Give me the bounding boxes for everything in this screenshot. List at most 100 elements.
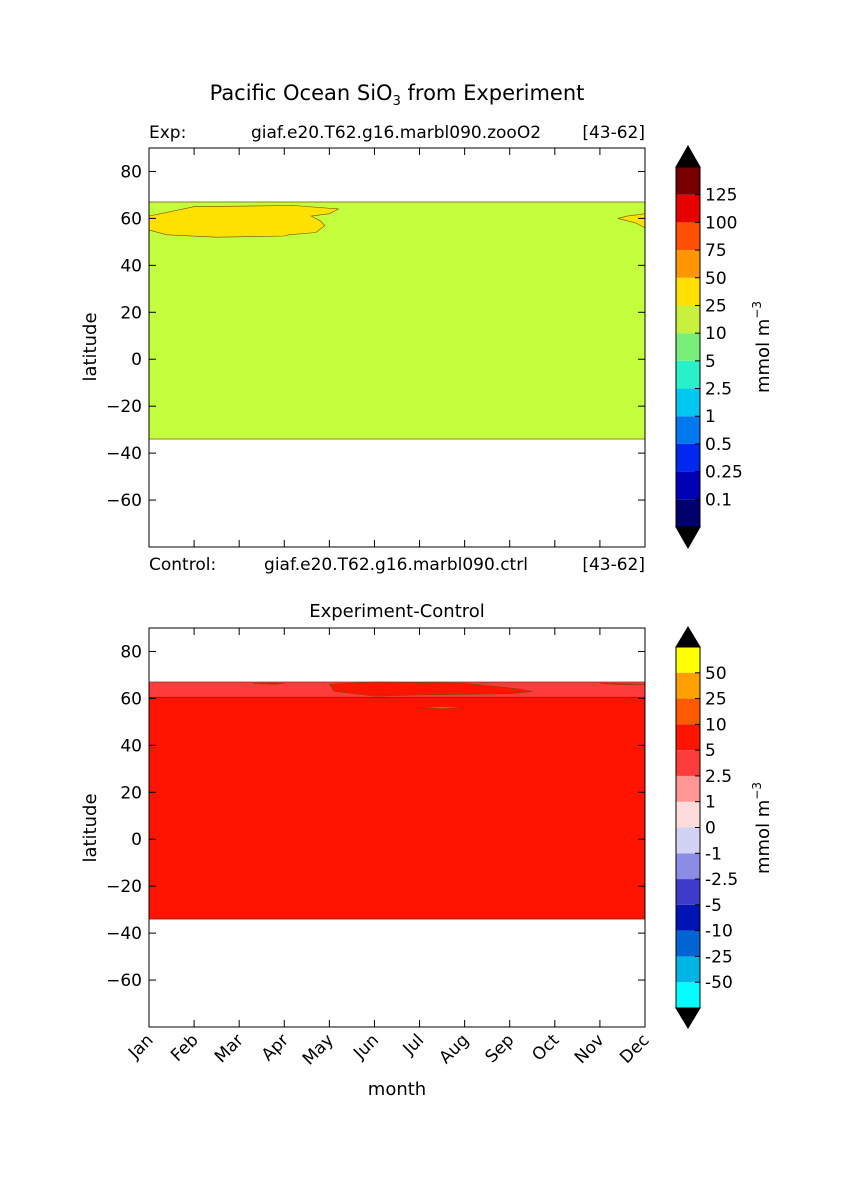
colorbar-band bbox=[676, 194, 700, 223]
panel2-plot: 80 60 40 20 0 −20 −40 −60 bbox=[106, 627, 646, 1028]
y-tick-label: 60 bbox=[120, 209, 142, 229]
x-tick-label: Aug bbox=[436, 1030, 474, 1068]
y-tick-label: 40 bbox=[120, 256, 142, 276]
colorbar-band bbox=[676, 167, 700, 195]
colorbar-band bbox=[676, 647, 700, 673]
y-tick-label: 20 bbox=[120, 783, 142, 803]
colorbar-band bbox=[676, 222, 700, 251]
colorbar-band bbox=[676, 853, 700, 880]
colorbar-band bbox=[676, 388, 700, 417]
contour-region-1 bbox=[148, 205, 340, 238]
colorbar-band bbox=[676, 250, 700, 278]
contour-region-3 bbox=[328, 681, 533, 697]
colorbar-tick-label: -50 bbox=[705, 973, 733, 993]
colorbar-tick-label: 10 bbox=[705, 324, 727, 344]
colorbar-band bbox=[676, 801, 700, 828]
colorbar-band bbox=[676, 333, 700, 361]
colorbar-tick-label: 50 bbox=[705, 269, 727, 289]
colorbar-tick-label: 100 bbox=[705, 213, 737, 233]
y-tick-label: −40 bbox=[106, 444, 142, 464]
panel1-control-label: Control: bbox=[149, 555, 216, 575]
colorbar-band bbox=[676, 750, 700, 776]
contour-region-5 bbox=[252, 682, 285, 685]
plot-frame bbox=[148, 147, 646, 548]
panel2-title: Experiment-Control bbox=[309, 601, 485, 622]
panel1-ylabel: latitude bbox=[80, 312, 101, 381]
colorbar-tick-label: 2.5 bbox=[705, 380, 732, 400]
x-tick-label: Jan bbox=[124, 1030, 157, 1063]
colorbar-extend-max bbox=[675, 626, 701, 648]
colorbar-tick-label: 5 bbox=[705, 741, 716, 761]
panel2-colorbar-label: mmol m−3 bbox=[750, 782, 774, 874]
colorbar-tick-label: -2.5 bbox=[705, 870, 738, 890]
x-tick-label: Mar bbox=[211, 1030, 248, 1067]
colorbar-extend-max bbox=[675, 144, 701, 168]
colorbar-band bbox=[676, 904, 700, 931]
colorbar-tick-label: 0.1 bbox=[705, 490, 732, 510]
panel1-exp-label: Exp: bbox=[149, 123, 186, 143]
colorbar-tick-label: 1 bbox=[705, 407, 716, 427]
y-tick-label: 80 bbox=[120, 162, 142, 182]
colorbar-band bbox=[676, 982, 700, 1008]
colorbar-band bbox=[676, 305, 700, 334]
x-tick-label: Feb bbox=[167, 1030, 202, 1065]
colorbar-tick-label: 0.5 bbox=[705, 435, 732, 455]
panel1-exp-range: [43-62] bbox=[582, 123, 645, 143]
colorbar-band bbox=[676, 443, 700, 472]
colorbar-extend-min bbox=[675, 526, 701, 550]
panel1-exp-name: giaf.e20.T62.g16.marbl090.zooO2 bbox=[251, 123, 541, 143]
panel2-x-ticks: Jan Feb Mar Apr May Jun Jul Aug Sep Oct Nov Dec bbox=[124, 1030, 653, 1069]
colorbar-tick-label: -25 bbox=[705, 947, 733, 967]
x-tick-label: Dec bbox=[616, 1030, 653, 1067]
panel2-ylabel: latitude bbox=[80, 793, 101, 862]
panel1-colorbar: 0.1 0.25 0.5 1 2.5 5 10 25 50 75 100 125 bbox=[675, 144, 743, 550]
colorbar-tick-label: -5 bbox=[705, 896, 722, 916]
colorbar-band bbox=[676, 956, 700, 983]
plot-frame bbox=[148, 627, 646, 1028]
y-tick-label: −60 bbox=[106, 491, 142, 511]
colorbar-tick-label: 25 bbox=[705, 690, 727, 710]
colorbar-band bbox=[676, 724, 700, 751]
colorbar-band bbox=[676, 775, 700, 802]
colorbar-band bbox=[676, 416, 700, 444]
colorbar-band bbox=[676, 672, 700, 699]
panel1-control-range: [43-62] bbox=[582, 555, 645, 575]
colorbar-band bbox=[676, 471, 700, 500]
x-tick-label: Sep bbox=[481, 1030, 518, 1067]
x-tick-label: Jul bbox=[399, 1030, 428, 1059]
colorbar-tick-label: 25 bbox=[705, 296, 727, 316]
y-tick-label: 40 bbox=[120, 736, 142, 756]
contour-region-1 bbox=[148, 696, 646, 920]
y-tick-label: 0 bbox=[131, 350, 142, 370]
y-tick-label: −20 bbox=[106, 397, 142, 417]
colorbar-extend-min bbox=[675, 1007, 701, 1029]
contour-region-4 bbox=[599, 682, 646, 686]
y-tick-label: −20 bbox=[106, 877, 142, 897]
x-tick-label: Apr bbox=[258, 1030, 293, 1065]
x-tick-label: Nov bbox=[571, 1030, 609, 1068]
contour-region-6 bbox=[419, 706, 465, 709]
y-tick-label: 60 bbox=[120, 689, 142, 709]
colorbar-band bbox=[676, 827, 700, 854]
panel1-plot: 80 60 40 20 0 −20 −40 −60 bbox=[106, 147, 646, 548]
colorbar-frame bbox=[675, 166, 701, 528]
figure-title: Pacific Ocean SiO3 from Experiment bbox=[210, 81, 585, 109]
colorbar-tick-label: -10 bbox=[705, 922, 733, 942]
panel1-colorbar-label: mmol m−3 bbox=[750, 301, 774, 393]
y-tick-label: 20 bbox=[120, 303, 142, 323]
x-tick-label: Jun bbox=[349, 1030, 383, 1064]
colorbar-tick-label: 2.5 bbox=[705, 767, 732, 787]
colorbar-tick-label: 50 bbox=[705, 664, 727, 684]
colorbar-tick-label: 125 bbox=[705, 186, 737, 206]
colorbar-band bbox=[676, 879, 700, 905]
colorbar-tick-label: 5 bbox=[705, 352, 716, 372]
colorbar-tick-label: 1 bbox=[705, 793, 716, 813]
x-tick-label: Oct bbox=[528, 1030, 563, 1065]
panel2-xlabel: month bbox=[368, 1079, 426, 1100]
y-tick-label: 0 bbox=[131, 830, 142, 850]
contour-region-0 bbox=[148, 201, 646, 440]
colorbar-band bbox=[676, 360, 700, 389]
colorbar-tick-label: 10 bbox=[705, 715, 727, 735]
